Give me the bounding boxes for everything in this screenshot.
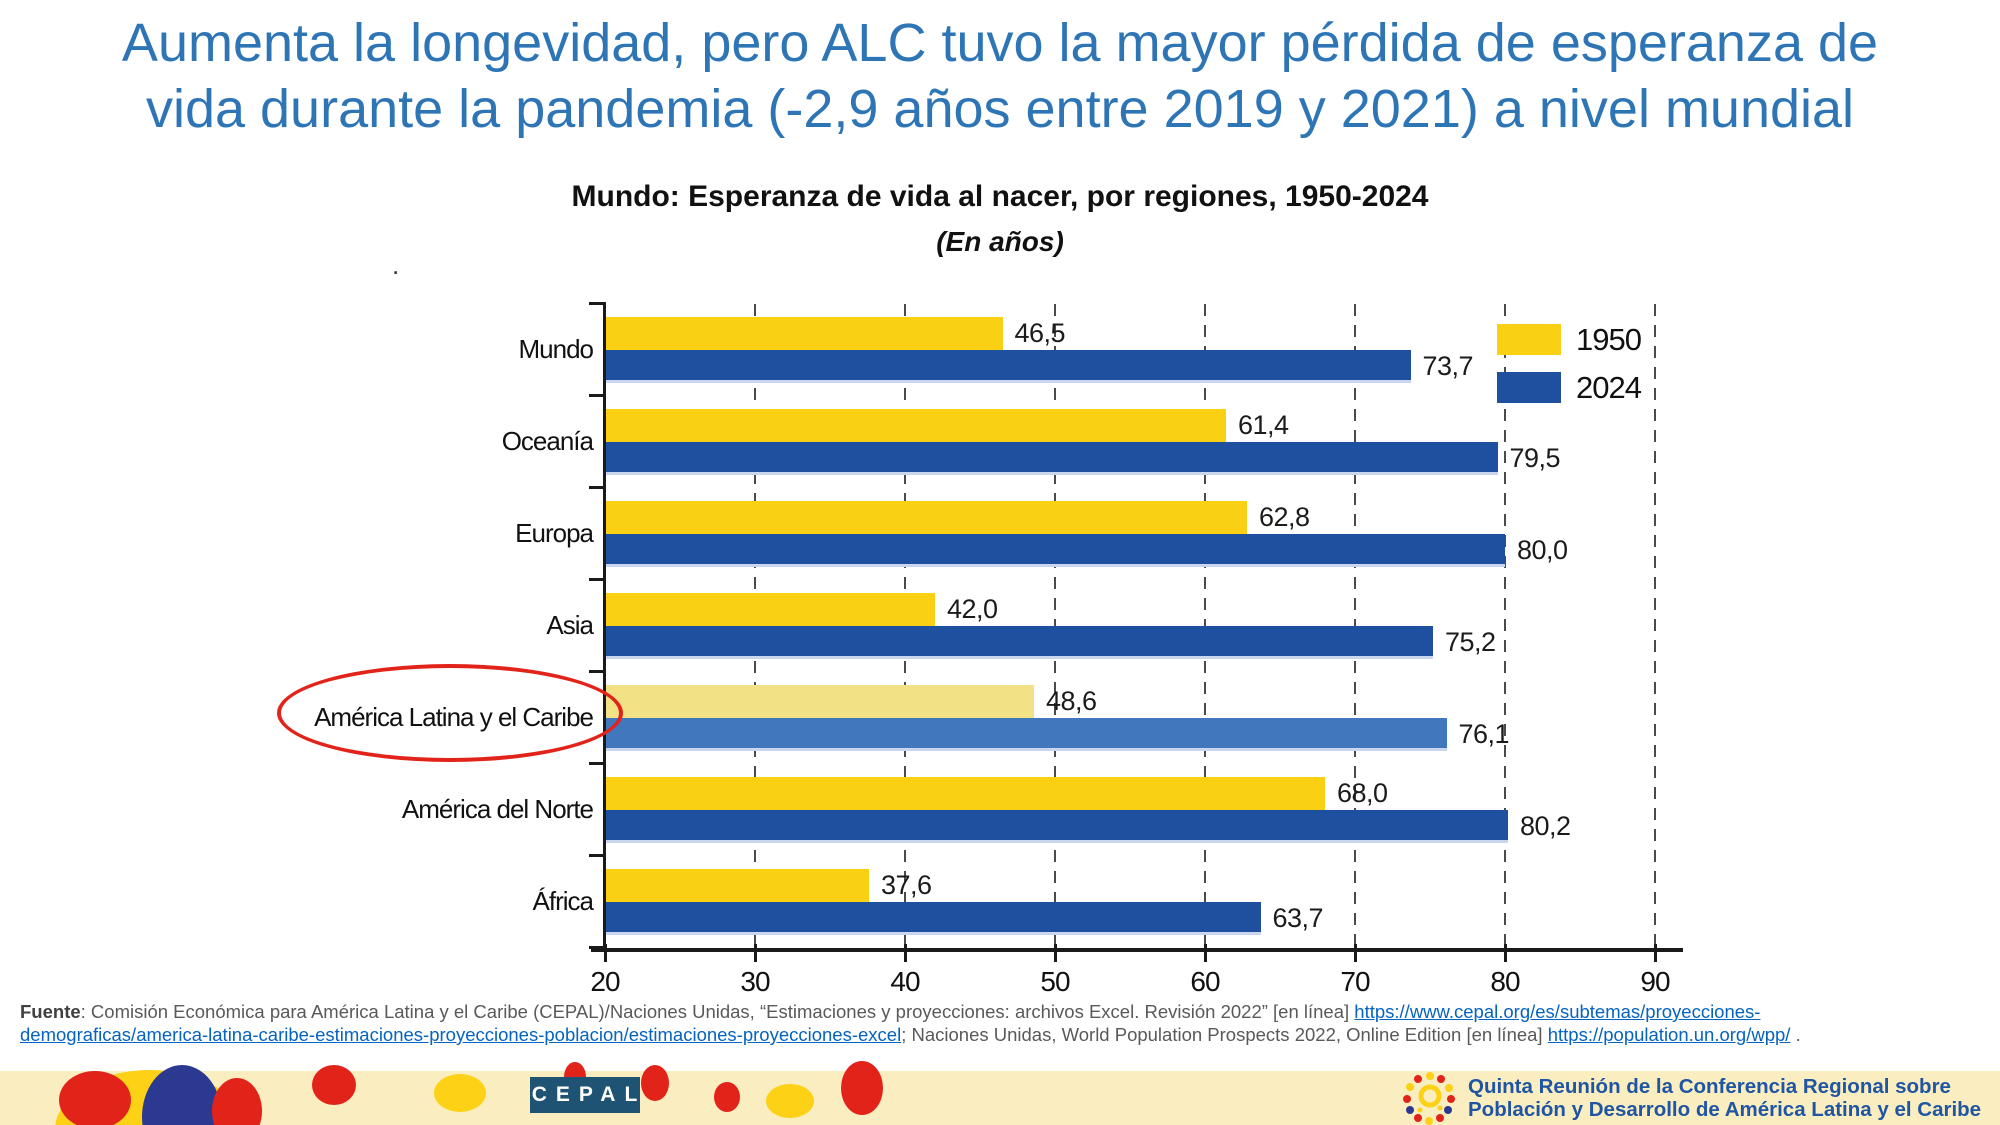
value-label-1950-2: 62,8 xyxy=(1259,502,1310,532)
chart-subtitle: (En años) xyxy=(936,226,1064,257)
legend-item-1950: 1950 xyxy=(1497,321,1642,357)
legend-item-2024: 2024 xyxy=(1497,369,1642,405)
value-label-1950-3: 42,0 xyxy=(947,594,998,624)
y-axis-tick-4 xyxy=(589,670,605,673)
legend-swatch-0 xyxy=(1497,324,1561,355)
source-label: Fuente xyxy=(20,1001,81,1022)
source-note: Fuente: Comisión Económica para América … xyxy=(20,1000,1970,1046)
y-axis-tick-3 xyxy=(589,578,605,581)
x-axis-tick-70 xyxy=(1354,944,1357,962)
bar-1950-áfrica xyxy=(605,869,869,902)
x-tick-label-60: 60 xyxy=(1190,966,1220,997)
value-label-1950-6: 37,6 xyxy=(881,870,932,900)
gridline-90 xyxy=(1654,304,1656,948)
gridline-80 xyxy=(1504,304,1506,948)
page-title-line1: Aumenta la longevidad, pero ALC tuvo la … xyxy=(121,13,1879,73)
x-axis-tick-90 xyxy=(1654,944,1657,962)
bar-1950-asia xyxy=(605,593,935,626)
legend-label-1950: 1950 xyxy=(1576,321,1642,357)
x-axis-tick-30 xyxy=(754,944,757,962)
x-axis-tick-60 xyxy=(1204,944,1207,962)
value-label-1950-4: 48,6 xyxy=(1046,686,1097,716)
category-label-0: Mundo xyxy=(518,334,595,364)
bar-2024-asia xyxy=(605,626,1433,659)
value-label-1950-1: 61,4 xyxy=(1238,410,1289,440)
value-label-2024-5: 80,2 xyxy=(1520,811,1571,841)
bar-1950-américa-latina-y-el-caribe xyxy=(605,685,1034,718)
x-tick-label-30: 30 xyxy=(740,966,770,997)
value-label-2024-6: 63,7 xyxy=(1272,903,1324,933)
y-axis-tick-5 xyxy=(589,762,605,765)
conference-title-line2: Población y Desarrollo de América Latina… xyxy=(1468,1098,1982,1121)
highlight-ellipse-annotation xyxy=(277,664,623,762)
category-label-4: América Latina y el Caribe xyxy=(314,702,594,732)
bar-2024-europa xyxy=(605,534,1505,567)
conference-title: Quinta Reunión de la Conferencia Regiona… xyxy=(1468,1075,1981,1121)
source-text-2: ; Naciones Unidas, World Population Pros… xyxy=(901,1024,1548,1045)
conference-logo-icon xyxy=(1403,1072,1455,1125)
category-label-5: América del Norte xyxy=(401,794,594,824)
legend: 1950 2024 xyxy=(1497,321,1642,420)
x-tick-label-20: 20 xyxy=(590,966,620,997)
stray-period-dot: . xyxy=(392,250,400,280)
source-text-1: : Comisión Económica para América Latina… xyxy=(80,1001,1355,1022)
x-tick-label-50: 50 xyxy=(1040,966,1070,997)
value-label-1950-5: 68,0 xyxy=(1337,778,1388,808)
bar-2024-américa-del-norte xyxy=(605,810,1508,843)
bar-2024-mundo xyxy=(605,350,1411,383)
x-axis-tick-80 xyxy=(1504,944,1507,962)
y-axis-tick-2 xyxy=(589,486,605,489)
value-label-1950-0: 46,5 xyxy=(1014,318,1066,348)
value-label-2024-2: 80,0 xyxy=(1517,535,1568,565)
x-tick-label-40: 40 xyxy=(890,966,920,997)
plot-area: 46,5 73,7 61,4 79,5 62,8 80,0 42,0 75,2 48,6 76,1… xyxy=(605,304,1656,948)
bar-2024-américa-latina-y-el-caribe xyxy=(605,718,1447,751)
page-title-line2: vida durante la pandemia (-2,9 años entr… xyxy=(145,79,1855,139)
category-label-6: África xyxy=(532,886,594,916)
bar-2024-oceanía xyxy=(605,442,1498,475)
conference-title-line1: Quinta Reunión de la Conferencia Regiona… xyxy=(1468,1075,1951,1098)
x-axis-tick-50 xyxy=(1054,944,1057,962)
source-link-un-wpp[interactable]: https://population.un.org/wpp/ xyxy=(1547,1024,1791,1045)
category-label-3: Asia xyxy=(546,610,594,640)
value-label-2024-1: 79,5 xyxy=(1509,443,1561,473)
y-axis-tick-6 xyxy=(589,854,605,857)
y-axis-tick-1 xyxy=(589,394,605,397)
source-link-cepal-part1[interactable]: https://www.cepal.org/es/subtemas/proyec… xyxy=(1354,1001,1761,1022)
category-label-1: Oceanía xyxy=(501,426,594,456)
legend-swatch-1 xyxy=(1497,372,1561,403)
banner-blobs-decoration xyxy=(55,1061,883,1125)
y-axis-tick-0 xyxy=(589,302,605,305)
bar-1950-mundo xyxy=(605,317,1003,350)
x-axis-tick-40 xyxy=(904,944,907,962)
y-axis-tick-7 xyxy=(589,946,605,949)
source-link-cepal-part2[interactable]: demograficas/america-latina-caribe-estim… xyxy=(20,1024,902,1045)
y-axis-line xyxy=(603,302,606,952)
value-label-2024-0: 73,7 xyxy=(1422,351,1474,381)
bar-1950-oceanía xyxy=(605,409,1226,442)
legend-label-2024: 2024 xyxy=(1576,369,1642,405)
chart-title: Mundo: Esperanza de vida al nacer, por r… xyxy=(571,180,1429,213)
bar-1950-américa-del-norte xyxy=(605,777,1325,810)
category-label-2: Europa xyxy=(515,518,594,548)
page-title: Aumenta la longevidad, pero ALC tuvo la … xyxy=(0,10,2000,142)
bar-2024-áfrica xyxy=(605,902,1261,935)
cepal-logo: CEPAL xyxy=(530,1077,640,1113)
x-tick-label-90: 90 xyxy=(1640,966,1670,997)
x-axis-line xyxy=(591,948,1683,952)
value-label-2024-3: 75,2 xyxy=(1445,627,1496,657)
value-label-2024-4: 76,1 xyxy=(1458,719,1510,749)
x-axis-tick-20 xyxy=(604,944,607,962)
x-tick-label-80: 80 xyxy=(1490,966,1520,997)
source-text-3: . xyxy=(1790,1024,1801,1045)
x-tick-label-70: 70 xyxy=(1340,966,1370,997)
bar-1950-europa xyxy=(605,501,1247,534)
